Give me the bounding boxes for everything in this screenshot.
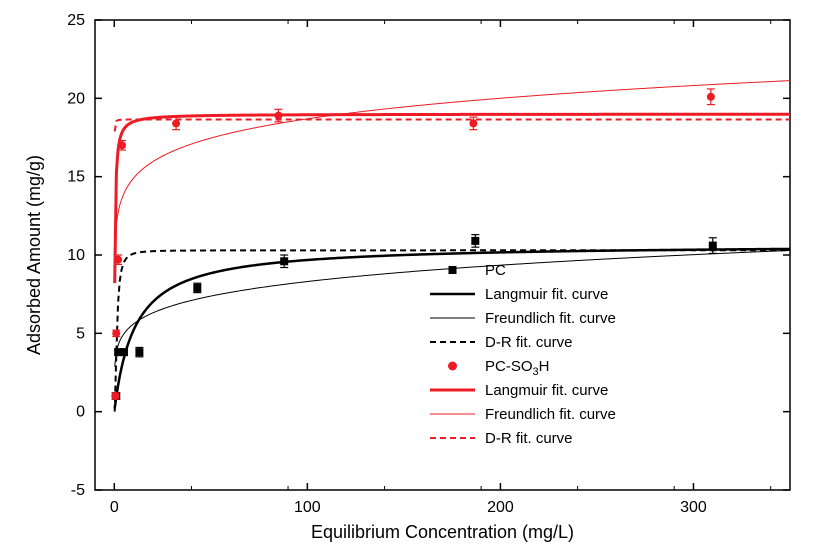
pcso3h-point-marker [469,119,477,127]
y-tick-label: 5 [76,325,85,342]
y-tick-label: 15 [67,169,85,186]
pcso3h-point-marker [274,112,282,120]
pc-point-marker [120,348,128,356]
pcso3h-point-marker [111,392,119,400]
y-tick-label: 10 [67,247,85,264]
chart-container: 0 100 200 300 -5 0 5 10 15 20 25 Equilibrium Concen… [0,0,817,558]
pc-point-marker [193,284,201,292]
pcso3h-point-marker [112,329,120,337]
y-axis-label: Adsorbed Amount (mg/g) [24,155,44,355]
legend-label: Freundlich fit. curve [485,310,616,327]
legend-label: D-R fit. curve [485,430,573,447]
y-tick-label: 20 [67,90,85,107]
x-tick-label: 200 [487,499,514,516]
pc-point-marker [280,257,288,265]
y-tick-label: 25 [67,12,85,29]
pc-point-marker [471,237,479,245]
pcso3h-point-marker [172,119,180,127]
legend-label: D-R fit. curve [485,334,573,351]
x-tick-label: 0 [110,499,119,516]
pc-point-marker [709,242,717,250]
legend-label: PC [485,262,506,279]
x-axis-label: Equilibrium Concentration (mg/L) [311,522,574,542]
legend-label: Freundlich fit. curve [485,406,616,423]
legend-label: Langmuir fit. curve [485,286,608,303]
pc-point-marker [135,348,143,356]
y-tick-label: 0 [76,404,85,421]
pcso3h-point-marker [114,256,122,264]
pcso3h-point-marker [118,141,126,149]
x-tick-label: 100 [294,499,321,516]
pcso3h-point-marker [707,93,715,101]
legend-label: Langmuir fit. curve [485,382,608,399]
isotherm-chart: 0 100 200 300 -5 0 5 10 15 20 25 Equilibrium Concen… [0,0,817,558]
x-tick-label: 300 [680,499,707,516]
y-tick-label: -5 [71,482,85,499]
